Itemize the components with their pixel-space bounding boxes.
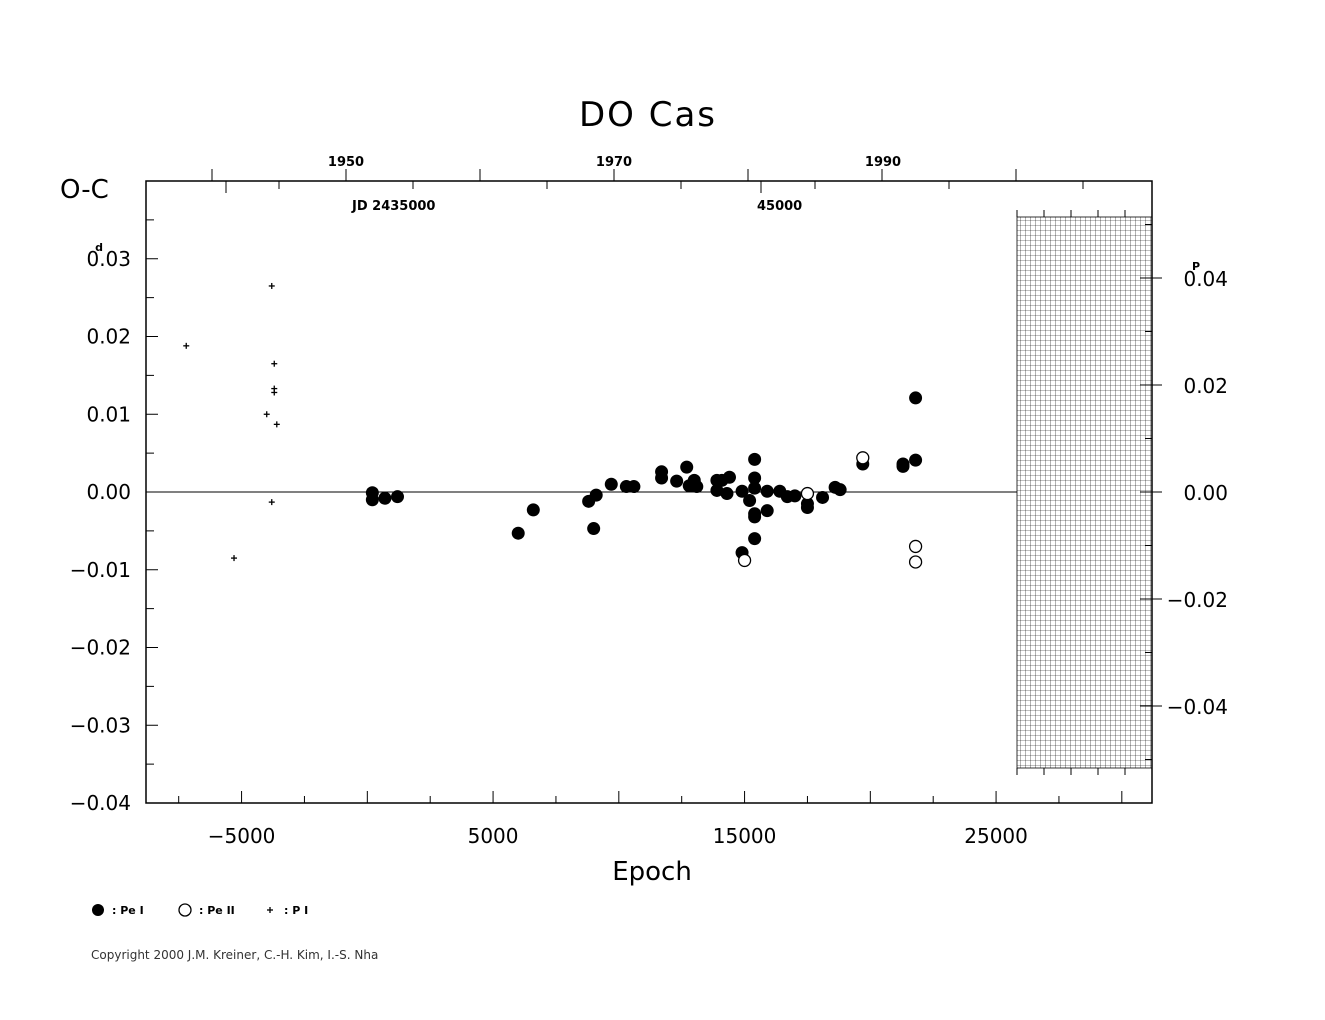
y-tick-label: −0.02 bbox=[70, 636, 131, 660]
data-point-pe-i bbox=[391, 490, 404, 504]
data-point-pe-i bbox=[816, 490, 830, 504]
legend-plus-marker bbox=[267, 907, 273, 913]
data-point-pe-i bbox=[670, 474, 684, 488]
data-point-pe-i bbox=[604, 477, 618, 491]
year-tick-label: 1990 bbox=[865, 155, 901, 170]
data-point-pe-i bbox=[690, 480, 704, 494]
data-point-pe-i bbox=[722, 470, 736, 484]
data-point-pe-i bbox=[378, 491, 392, 505]
right-unit-superscript: P bbox=[1192, 260, 1200, 273]
data-point-pe-i bbox=[909, 391, 923, 405]
data-point-pe-i bbox=[511, 526, 525, 540]
legend-label-pe-ii: : Pe II bbox=[199, 904, 235, 917]
data-point-pe-ii bbox=[856, 451, 870, 465]
data-point-pe-i bbox=[760, 484, 774, 498]
data-point-pe-i bbox=[748, 481, 762, 495]
y-unit-superscript: d bbox=[95, 241, 103, 254]
data-point-pe-ii bbox=[737, 553, 752, 568]
data-point-pe-i bbox=[896, 457, 910, 471]
data-point-pe-i bbox=[655, 471, 669, 485]
year-tick-label: 1950 bbox=[328, 155, 364, 170]
data-point-p-i bbox=[268, 499, 275, 506]
chart-title: DO Cas bbox=[579, 95, 717, 135]
data-point-p-i bbox=[268, 282, 275, 289]
x-tick-label: −5000 bbox=[208, 824, 276, 848]
data-point-p-i bbox=[231, 555, 238, 562]
data-point-p-i bbox=[271, 360, 278, 367]
data-point-pe-ii bbox=[908, 555, 923, 569]
y-tick-label: 0.02 bbox=[86, 325, 131, 349]
data-point-pe-i bbox=[788, 489, 802, 503]
data-point-pe-i bbox=[680, 460, 694, 474]
jd-label: JD 2435000 bbox=[351, 199, 435, 214]
data-point-pe-i bbox=[909, 453, 923, 467]
data-point-pe-ii bbox=[800, 486, 815, 501]
copyright-notice: Copyright 2000 J.M. Kreiner, C.-H. Kim, … bbox=[91, 948, 379, 962]
right-tick-label: 0.02 bbox=[1183, 374, 1228, 398]
legend-label-p-i: : P I bbox=[284, 904, 308, 917]
data-point-pe-i bbox=[760, 504, 774, 518]
data-point-pe-i bbox=[627, 480, 641, 494]
data-point-pe-i bbox=[710, 483, 724, 497]
y-tick-label: −0.04 bbox=[70, 791, 131, 815]
y-tick-label: 0.01 bbox=[86, 402, 131, 426]
data-point-pe-i bbox=[743, 494, 757, 508]
legend: : Pe I : Pe II : P I bbox=[92, 903, 308, 917]
data-point-pe-i bbox=[720, 487, 734, 501]
data-point-pe-i bbox=[800, 501, 814, 515]
right-tick-label: 0.00 bbox=[1183, 481, 1228, 505]
data-point-pe-i bbox=[587, 522, 601, 536]
right-tick-label: 0.04 bbox=[1183, 267, 1228, 291]
data-point-pe-i bbox=[589, 488, 603, 502]
data-point-pe-i bbox=[748, 471, 762, 485]
data-point-pe-i bbox=[833, 483, 847, 497]
legend-open-circle-marker bbox=[178, 903, 192, 917]
x-tick-label: 5000 bbox=[468, 824, 519, 848]
y-axis-label: O-C bbox=[60, 175, 109, 205]
right-tick-label: −0.04 bbox=[1167, 695, 1228, 719]
data-point-pe-i bbox=[748, 532, 762, 546]
jd-label: 45000 bbox=[757, 199, 802, 214]
data-point-pe-i bbox=[365, 493, 379, 507]
year-tick-label: 1970 bbox=[596, 155, 632, 170]
data-point-p-i bbox=[273, 421, 280, 428]
data-point-p-i bbox=[263, 411, 270, 418]
legend-label-pe-i: : Pe I bbox=[112, 904, 144, 917]
y-tick-label: −0.01 bbox=[70, 558, 131, 582]
data-point-pe-ii bbox=[908, 539, 923, 554]
data-point-p-i bbox=[271, 389, 278, 396]
x-tick-label: 25000 bbox=[964, 824, 1028, 848]
y-tick-label: 0.03 bbox=[86, 247, 131, 271]
data-point-pe-i bbox=[748, 510, 762, 524]
y-tick-label: 0.00 bbox=[86, 480, 131, 504]
data-point-pe-i bbox=[748, 452, 762, 466]
data-point-pe-i bbox=[735, 484, 749, 498]
right-tick-label: −0.02 bbox=[1167, 588, 1228, 612]
data-point-pe-i bbox=[526, 503, 540, 517]
data-point-p-i bbox=[183, 342, 190, 349]
x-tick-label: 15000 bbox=[713, 824, 777, 848]
y-tick-label: −0.03 bbox=[70, 713, 131, 737]
x-axis-label: Epoch bbox=[612, 857, 692, 887]
hatched-region bbox=[1016, 216, 1153, 769]
legend-filled-circle-marker bbox=[92, 904, 104, 916]
